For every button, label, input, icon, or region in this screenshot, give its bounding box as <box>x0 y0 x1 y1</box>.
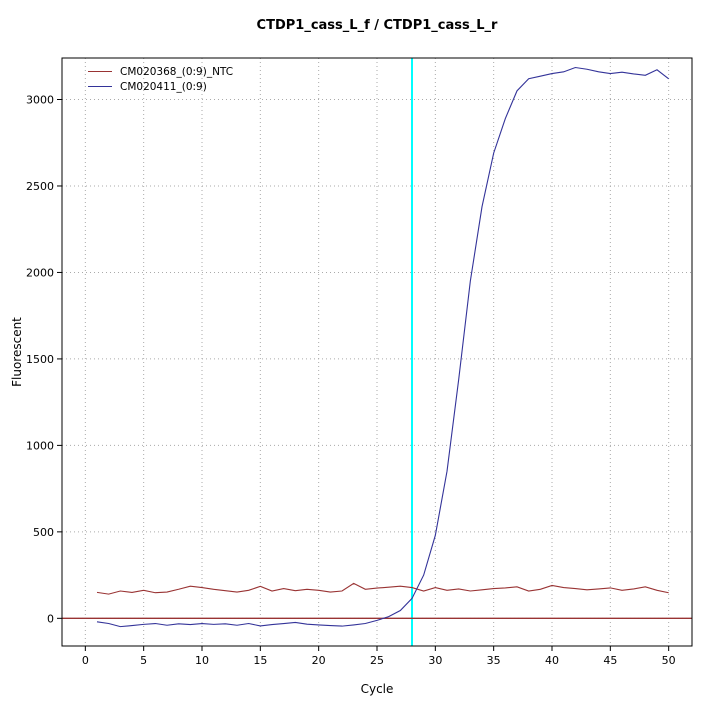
x-tick-label: 35 <box>487 654 501 667</box>
y-tick-label: 1500 <box>26 353 54 366</box>
legend-label-sample: CM020411_(0:9) <box>120 80 207 93</box>
x-tick-label: 5 <box>140 654 147 667</box>
y-tick-label: 500 <box>33 526 54 539</box>
legend-item-ntc: CM020368_(0:9)_NTC <box>88 64 233 79</box>
legend-line-swatch-sample <box>88 86 112 87</box>
x-tick-label: 40 <box>545 654 559 667</box>
x-tick-label: 20 <box>312 654 326 667</box>
x-tick-label: 10 <box>195 654 209 667</box>
y-tick-label: 3000 <box>26 94 54 107</box>
y-tick-label: 1000 <box>26 439 54 452</box>
x-axis-label: Cycle <box>360 682 394 696</box>
x-tick-label: 45 <box>603 654 617 667</box>
x-tick-label: 30 <box>428 654 442 667</box>
x-tick-label: 0 <box>82 654 89 667</box>
y-tick-label: 0 <box>47 612 54 625</box>
x-tick-label: 50 <box>662 654 676 667</box>
y-axis-label: Fluorescent <box>10 317 24 387</box>
series-line-0 <box>96 582 669 595</box>
y-tick-label: 2000 <box>26 266 54 279</box>
chart-title: CTDP1_cass_L_f / CTDP1_cass_L_r <box>256 18 498 33</box>
x-tick-label: 15 <box>253 654 267 667</box>
legend-line-swatch-ntc <box>88 71 112 72</box>
series-line-1 <box>96 66 670 628</box>
legend: CM020368_(0:9)_NTC CM020411_(0:9) <box>88 64 233 94</box>
legend-label-ntc: CM020368_(0:9)_NTC <box>120 65 234 78</box>
x-tick-label: 25 <box>370 654 384 667</box>
y-tick-label: 2500 <box>26 180 54 193</box>
legend-item-sample: CM020411_(0:9) <box>88 79 233 94</box>
